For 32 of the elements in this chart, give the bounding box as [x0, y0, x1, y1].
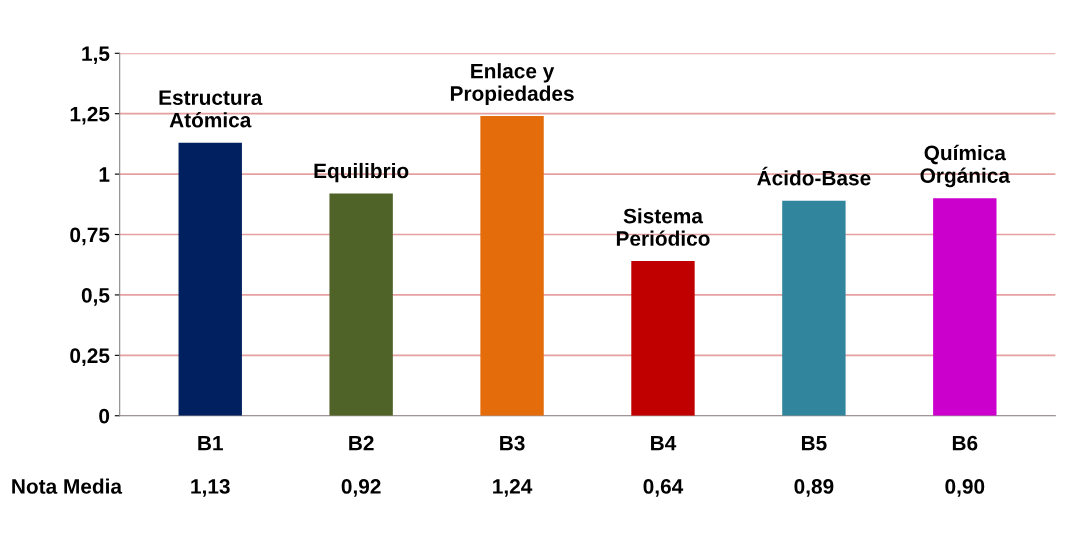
- bar: [631, 261, 695, 416]
- y-tick-label: 1: [99, 167, 110, 182]
- data-label: 0,90: [945, 479, 985, 497]
- x-tick-label: B5: [801, 435, 827, 451]
- annotation: Estructura Atómica: [159, 90, 263, 128]
- bar: [178, 142, 242, 416]
- x-tick-label: B6: [952, 435, 978, 451]
- y-tick-label: 0,25: [70, 348, 110, 367]
- bar: [782, 200, 846, 416]
- y-tick-label: 0: [99, 408, 110, 424]
- x-tick-label: B4: [651, 435, 677, 451]
- data-label: 0,89: [794, 479, 834, 497]
- annotation: Ácido-Base: [757, 166, 871, 186]
- text: Nota Media: [12, 478, 123, 494]
- x-tick-label: B3: [500, 435, 525, 451]
- x-tick-label: B1: [198, 435, 223, 451]
- x-tick-label: B2: [349, 435, 374, 451]
- data-label: 0,64: [643, 479, 684, 497]
- bar: [480, 116, 544, 416]
- annotation: Química Orgánica: [920, 144, 1011, 188]
- data-label: 1,13: [191, 479, 230, 497]
- y-tick-label: 0,75: [70, 227, 110, 246]
- y-tick-label: 1,5: [82, 46, 110, 65]
- y-tick-label: 1,25: [70, 106, 110, 125]
- bar: [933, 198, 997, 416]
- data-label: 1,24: [493, 479, 533, 497]
- annotation: Equilibrio: [314, 162, 409, 183]
- data-label: 0,92: [341, 479, 381, 497]
- annotation: Sistema Periódico: [616, 208, 710, 246]
- y-tick-label: 0,5: [81, 287, 110, 306]
- annotation: Enlace y Propiedades: [450, 63, 574, 106]
- bar: [329, 193, 393, 416]
